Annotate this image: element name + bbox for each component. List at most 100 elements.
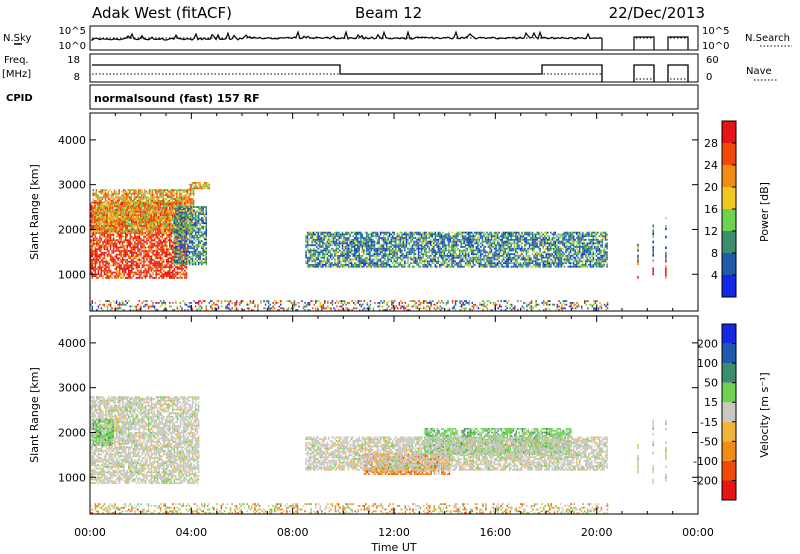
data-cell: [161, 262, 163, 265]
data-cell: [323, 258, 326, 261]
data-cell: [118, 219, 121, 222]
data-cell: [179, 199, 181, 202]
data-cell: [334, 235, 336, 238]
data-cell: [93, 257, 95, 259]
data-cell: [91, 219, 93, 222]
data-cell: [132, 230, 134, 233]
data-cell: [171, 230, 174, 233]
data-cell: [162, 192, 164, 195]
cpid-value: normalsound (fast) 157 RF: [94, 92, 260, 105]
data-cell: [180, 194, 183, 197]
data-cell: [191, 198, 193, 200]
data-cell: [196, 231, 198, 234]
data-cell: [187, 259, 189, 262]
data-cell: [90, 226, 92, 229]
data-cell: [185, 271, 188, 274]
data-cell: [92, 201, 94, 204]
data-cell: [407, 258, 409, 261]
data-cell: [158, 266, 160, 268]
data-cell: [317, 235, 319, 238]
data-cell: [155, 228, 157, 231]
data-cell: [156, 253, 159, 256]
data-cell: [142, 208, 145, 211]
data-cell: [175, 275, 177, 277]
data-cell: [325, 246, 327, 248]
data-cell: [355, 238, 357, 241]
data-cell: [376, 258, 379, 261]
data-cell: [107, 201, 110, 204]
data-cell: [205, 183, 207, 186]
data-cell: [97, 203, 99, 206]
data-cell: [155, 219, 157, 222]
data-cell: [94, 255, 97, 258]
data-cell: [364, 242, 367, 245]
data-cell: [112, 239, 115, 242]
data-cell: [320, 260, 322, 263]
data-cell: [112, 275, 115, 277]
data-cell: [176, 213, 179, 216]
data-cell: [129, 244, 131, 247]
data-cell: [180, 203, 183, 206]
data-cell: [110, 194, 113, 197]
data-cell: [156, 219, 158, 222]
data-cell: [104, 198, 107, 200]
data-cell: [108, 269, 110, 272]
data-cell: [188, 206, 191, 208]
data-cell: [121, 244, 124, 247]
data-cell: [173, 227, 176, 230]
data-cell: [159, 246, 162, 249]
data-cell: [401, 251, 403, 254]
data-cell: [352, 235, 354, 238]
data-cell: [393, 231, 395, 234]
data-cell: [148, 198, 151, 200]
data-cell: [311, 233, 313, 236]
data-cell: [204, 245, 206, 248]
data-cell: [378, 264, 380, 266]
data-cell: [117, 248, 119, 251]
data-cell: [124, 196, 126, 199]
data-cell: [138, 234, 141, 236]
data-cell: [125, 203, 127, 206]
data-cell: [112, 207, 114, 209]
data-cell: [130, 192, 132, 195]
data-cell: [344, 246, 347, 248]
data-cell: [197, 187, 200, 190]
data-cell: [91, 205, 93, 208]
data-cell: [317, 238, 319, 241]
data-cell: [105, 271, 107, 274]
data-cell: [188, 222, 191, 225]
data-cell: [100, 214, 102, 216]
data-cell: [184, 215, 186, 217]
data-cell: [328, 251, 330, 254]
data-cell: [143, 269, 145, 272]
data-cell: [306, 244, 309, 247]
data-cell: [320, 231, 322, 234]
data-cell: [182, 233, 185, 235]
data-cell: [100, 271, 103, 274]
data-cell: [126, 242, 128, 245]
data-cell: [196, 225, 198, 228]
data-cell: [150, 248, 153, 251]
data-cell: [344, 240, 347, 243]
data-cell: [93, 241, 95, 243]
data-cell: [138, 192, 140, 195]
data-cell: [332, 256, 335, 259]
data-cell: [149, 273, 151, 276]
data-cell: [141, 260, 144, 263]
data-cell: [117, 259, 119, 261]
data-cell: [164, 212, 166, 215]
data-cell: [175, 259, 177, 262]
data-cell: [316, 258, 318, 261]
data-cell: [312, 231, 315, 234]
data-cell: [201, 245, 203, 248]
data-cell: [152, 268, 154, 270]
data-cell: [201, 259, 203, 262]
data-cell: [182, 248, 185, 251]
data-cell: [156, 257, 159, 259]
data-cell: [97, 205, 99, 208]
data-cell: [388, 265, 391, 268]
data-cell: [97, 210, 99, 213]
data-cell: [407, 253, 409, 255]
data-cell: [185, 238, 188, 241]
data-cell: [92, 223, 94, 225]
